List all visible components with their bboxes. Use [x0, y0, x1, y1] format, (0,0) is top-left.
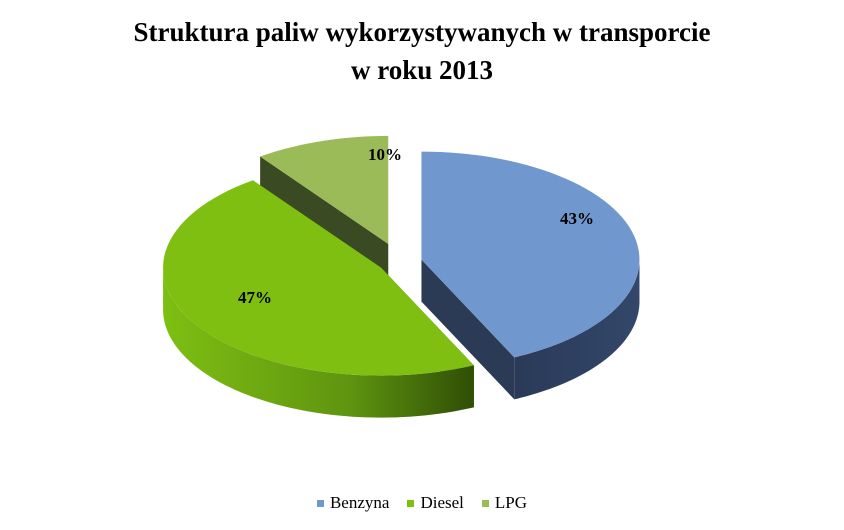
- pie-side-benzyna: [514, 259, 640, 400]
- legend-label-lpg: LPG: [494, 493, 528, 512]
- legend-item-diesel: Diesel: [407, 493, 464, 513]
- chart-title-line-2: w roku 2013: [350, 55, 494, 85]
- data-label-lpg: 10%: [368, 145, 402, 164]
- pie-top-lpg: [260, 135, 389, 244]
- data-label-benzyna: 43%: [560, 209, 594, 228]
- pie-top-diesel: [163, 180, 474, 376]
- legend-label-diesel: Diesel: [420, 493, 464, 512]
- legend-swatch-lpg: [481, 499, 489, 507]
- pie-slice-diesel: [163, 180, 474, 418]
- pie-wall-benzyna: [421, 259, 515, 400]
- pie-top-benzyna: [421, 151, 640, 358]
- pie-slice-benzyna: [421, 151, 640, 400]
- chart-title-line-1: Struktura paliw wykorzystywanych w trans…: [133, 17, 711, 47]
- legend-swatch-benzyna: [316, 499, 324, 507]
- legend-label-benzyna: Benzyna: [329, 493, 390, 512]
- data-label-diesel: 47%: [238, 288, 272, 307]
- pie-side-diesel: [163, 267, 474, 418]
- legend-item-lpg: LPG: [481, 493, 528, 513]
- legend-swatch-diesel: [407, 499, 415, 507]
- chart-legend: Benzyna Diesel LPG: [0, 493, 844, 513]
- legend-item-benzyna: Benzyna: [316, 493, 390, 513]
